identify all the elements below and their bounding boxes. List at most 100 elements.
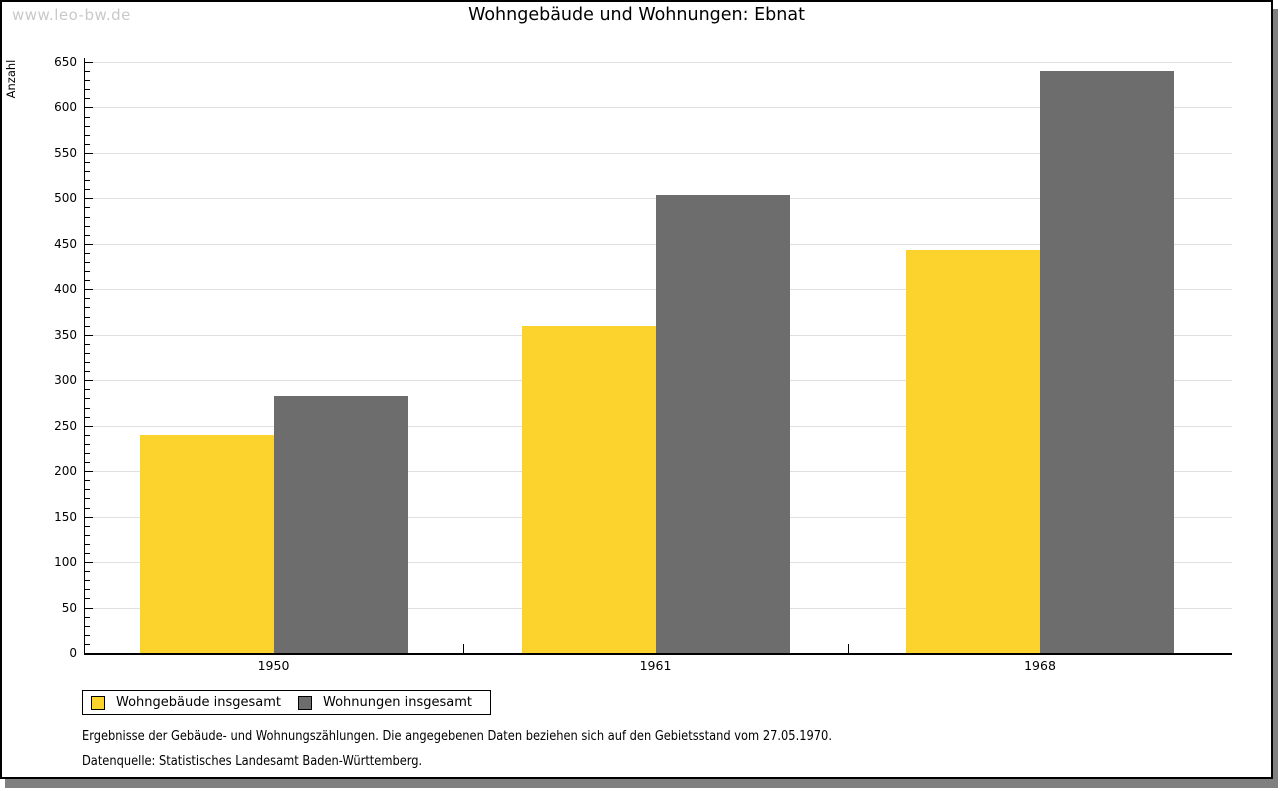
y-minor-tick-390 xyxy=(85,298,90,300)
y-minor-tick-630 xyxy=(85,80,90,82)
plot-area: 1950 1961 1968 0 50 100 150 200 250 300 350 400 450 5… xyxy=(2,2,1271,777)
y-minor-tick-470 xyxy=(85,225,90,227)
bar-wohngebäude-1961 xyxy=(521,325,656,653)
chart-window: www.leo-bw.de Wohngebäude und Wohnungen:… xyxy=(0,0,1273,779)
y-major-tick-250 xyxy=(85,425,93,427)
y-minor-tick-240 xyxy=(85,434,90,436)
y-minor-tick-430 xyxy=(85,262,90,264)
y-minor-tick-460 xyxy=(85,234,90,236)
x-tick-label-1961: 1961 xyxy=(639,658,672,673)
y-minor-tick-160 xyxy=(85,507,90,509)
y-minor-tick-220 xyxy=(85,452,90,454)
y-minor-tick-360 xyxy=(85,325,90,327)
gridline-650 xyxy=(84,62,1232,63)
y-tick-label-100: 100 xyxy=(54,555,77,570)
y-minor-tick-230 xyxy=(85,443,90,445)
x-tick-label-1950: 1950 xyxy=(257,658,290,673)
y-minor-tick-90 xyxy=(85,571,90,573)
y-minor-tick-170 xyxy=(85,498,90,500)
y-tick-label-650: 650 xyxy=(54,55,77,69)
y-minor-tick-410 xyxy=(85,280,90,282)
y-tick-label-0: 0 xyxy=(69,646,77,660)
legend-swatch-yellow xyxy=(91,695,105,710)
y-minor-tick-210 xyxy=(85,462,90,464)
y-tick-label-600: 600 xyxy=(54,100,77,115)
y-tick-label-200: 200 xyxy=(54,464,77,479)
y-tick-label-150: 150 xyxy=(54,509,77,524)
y-minor-tick-420 xyxy=(85,271,90,273)
bar-wohngebäude-1968 xyxy=(906,250,1040,653)
x-boundary-tick-0 xyxy=(463,644,464,653)
y-minor-tick-60 xyxy=(85,598,90,600)
y-minor-tick-370 xyxy=(85,316,90,318)
footnote-data-source: Datenquelle: Statistisches Landesamt Bad… xyxy=(82,754,423,769)
y-minor-tick-110 xyxy=(85,552,90,554)
watermark: www.leo-bw.de xyxy=(12,6,131,24)
gridline-600 xyxy=(84,107,1232,109)
y-minor-tick-340 xyxy=(85,343,90,345)
bar-wohnungen-1961 xyxy=(655,194,790,653)
y-minor-tick-580 xyxy=(85,125,90,127)
y-major-tick-600 xyxy=(85,107,93,109)
y-minor-tick-190 xyxy=(85,480,90,482)
legend-label: Wohnungen insgesamt xyxy=(323,695,472,710)
y-tick-label-50: 50 xyxy=(61,600,77,615)
y-minor-tick-540 xyxy=(85,162,90,163)
y-major-tick-650 xyxy=(85,62,93,63)
y-major-tick-550 xyxy=(85,152,93,154)
legend-item-wohngebaeude: Wohngebäude insgesamt xyxy=(91,695,281,710)
y-major-tick-0 xyxy=(85,653,93,654)
y-minor-tick-280 xyxy=(85,398,90,400)
legend-swatch-gray xyxy=(298,695,312,710)
y-minor-tick-320 xyxy=(85,362,90,364)
y-major-tick-200 xyxy=(85,471,93,473)
x-tick-label-1968: 1968 xyxy=(1024,658,1056,673)
y-minor-tick-10 xyxy=(85,643,90,645)
y-tick-label-250: 250 xyxy=(54,418,77,433)
bar-wohnungen-1950 xyxy=(273,395,408,653)
y-major-tick-500 xyxy=(85,198,93,200)
y-tick-label-500: 500 xyxy=(54,191,77,206)
y-minor-tick-380 xyxy=(85,307,90,309)
y-minor-tick-120 xyxy=(85,543,90,545)
y-major-tick-100 xyxy=(85,562,93,564)
y-minor-tick-270 xyxy=(85,407,90,409)
y-minor-tick-80 xyxy=(85,580,90,582)
y-major-tick-300 xyxy=(85,380,93,382)
bar-wohnungen-1968 xyxy=(1040,71,1174,653)
y-major-tick-400 xyxy=(85,289,93,291)
y-tick-label-350: 350 xyxy=(54,327,77,342)
y-minor-tick-440 xyxy=(85,252,90,254)
y-minor-tick-70 xyxy=(85,589,90,591)
y-minor-tick-620 xyxy=(85,89,90,91)
chart-title: Wohngebäude und Wohnungen: Ebnat xyxy=(468,5,805,25)
y-minor-tick-180 xyxy=(85,489,90,491)
y-tick-label-300: 300 xyxy=(54,373,77,388)
y-minor-tick-310 xyxy=(85,371,90,373)
y-minor-tick-40 xyxy=(85,616,90,618)
bar-wohngebäude-1950 xyxy=(139,434,274,653)
y-minor-tick-490 xyxy=(85,207,90,209)
y-minor-tick-480 xyxy=(85,216,90,218)
gridline-550 xyxy=(84,152,1232,154)
y-tick-label-450: 450 xyxy=(54,236,77,251)
y-minor-tick-520 xyxy=(85,180,90,182)
y-major-tick-350 xyxy=(85,334,93,336)
y-minor-tick-130 xyxy=(85,534,90,536)
y-tick-label-550: 550 xyxy=(54,145,77,160)
y-major-tick-50 xyxy=(85,607,93,609)
x-axis-line xyxy=(84,653,1232,655)
y-minor-tick-260 xyxy=(85,416,90,418)
y-minor-tick-330 xyxy=(85,352,90,354)
footnote-source-note: Ergebnisse der Gebäude- und Wohnungszähl… xyxy=(82,729,832,744)
y-minor-tick-290 xyxy=(85,389,90,391)
y-major-tick-150 xyxy=(85,516,93,518)
y-minor-tick-560 xyxy=(85,143,90,145)
y-axis-line xyxy=(84,58,85,653)
y-minor-tick-140 xyxy=(85,525,90,527)
y-minor-tick-570 xyxy=(85,134,90,136)
y-minor-tick-20 xyxy=(85,634,90,636)
y-minor-tick-30 xyxy=(85,625,90,627)
y-minor-tick-510 xyxy=(85,189,90,191)
x-boundary-tick-1 xyxy=(848,644,849,653)
